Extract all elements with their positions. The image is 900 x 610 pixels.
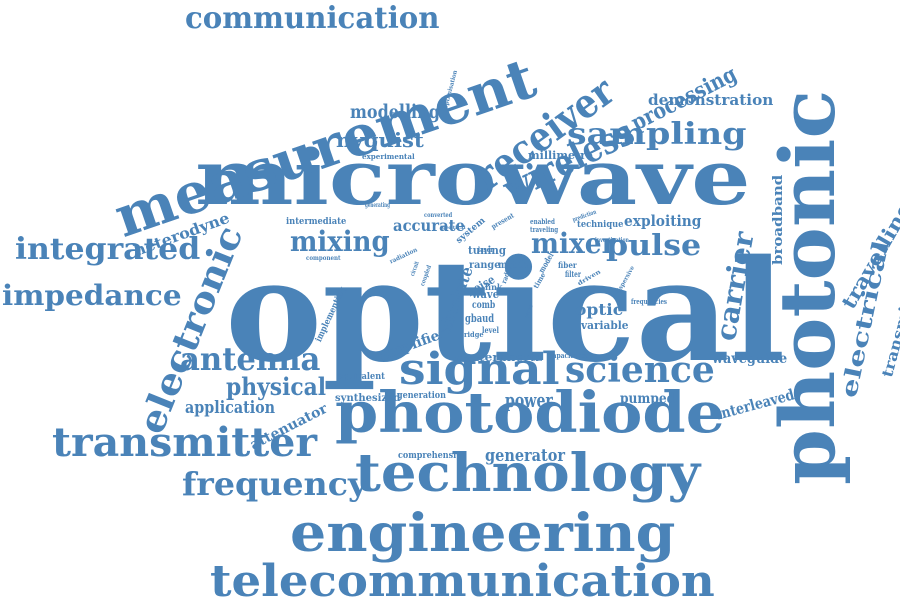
word-modelling: modelling — [350, 101, 440, 123]
word-generation: generation — [397, 391, 446, 401]
word-gbaud: gbaud — [465, 312, 495, 325]
word-physical: physical — [226, 372, 327, 401]
word-sampling: sampling — [567, 117, 747, 152]
word-generating: generating — [365, 202, 390, 209]
word-application: application — [185, 398, 276, 418]
word-converted: converted — [424, 212, 453, 219]
word-integrated: integrated — [15, 232, 201, 267]
word-technique: technique — [577, 220, 624, 230]
word-accurate: accurate — [393, 216, 465, 235]
word-mixer: mixer — [531, 227, 616, 260]
word-millimetre: millimetre — [528, 149, 593, 162]
word-tuning: tuning — [468, 244, 506, 257]
word-capacitance: capacitance — [549, 351, 589, 360]
word-microwave: microwave — [195, 133, 751, 222]
word-filter: filter — [565, 269, 581, 279]
word-demonstration: demonstration — [648, 91, 774, 109]
word-identical: identical — [440, 225, 466, 231]
word-frequencies: frequencies — [631, 297, 668, 306]
word-optic: optic — [575, 300, 624, 319]
word-experimental: experimental — [362, 152, 415, 161]
word-photodiode: photodiode — [335, 380, 726, 446]
word-technology: technology — [355, 443, 701, 504]
word-equivalent: equivalent — [337, 372, 385, 382]
word-intermediate: intermediate — [286, 217, 347, 227]
word-match: match — [498, 260, 529, 271]
word-enabled: enabled — [530, 217, 555, 226]
word-mixing: mixing — [290, 225, 390, 258]
word-power: power — [505, 388, 553, 412]
word-level: level — [482, 325, 499, 335]
word-nyquist: nyquist — [336, 128, 424, 152]
word-telecommunication: telecommunication — [210, 556, 715, 607]
word-laser: laser — [478, 245, 494, 254]
word-wave: wave — [472, 288, 499, 301]
word-signal: signal — [399, 344, 560, 395]
word-engineering: engineering — [290, 503, 676, 564]
word-comprehensive: comprehensive — [398, 451, 467, 461]
word-fiber: fiber — [558, 260, 577, 270]
word-pumped: pumped — [620, 391, 676, 407]
word-transmitter: transmitter — [52, 419, 318, 466]
word-ridge: ridge — [464, 330, 484, 339]
word-terahertz: terahertz — [479, 351, 543, 364]
word-link: link — [485, 282, 503, 292]
word-exploiting: exploiting — [624, 212, 702, 230]
word-optical: optical — [225, 230, 786, 394]
word-generator: generator — [485, 446, 565, 466]
word-traveling: traveling — [530, 225, 559, 234]
word-frequency: frequency — [182, 465, 368, 503]
word-pulse: pulse — [606, 228, 702, 262]
word-efficiency: efficiency — [453, 354, 483, 363]
word-waveguide: waveguide — [712, 351, 788, 367]
word-impedance: impedance — [2, 279, 182, 312]
word-component: component — [306, 255, 341, 262]
word-science: science — [565, 349, 715, 391]
word-antenna: antenna — [180, 340, 321, 378]
word-communication: communication — [185, 1, 440, 36]
word-photonic: photonic — [763, 89, 852, 485]
word-range: range — [469, 260, 501, 271]
word-comb: comb — [472, 300, 496, 311]
word-synthesized: synthesized — [335, 393, 401, 404]
word-variable: variable — [581, 319, 629, 332]
word-broadband: broadband — [771, 174, 786, 265]
word-investigation: investigation — [595, 237, 629, 244]
